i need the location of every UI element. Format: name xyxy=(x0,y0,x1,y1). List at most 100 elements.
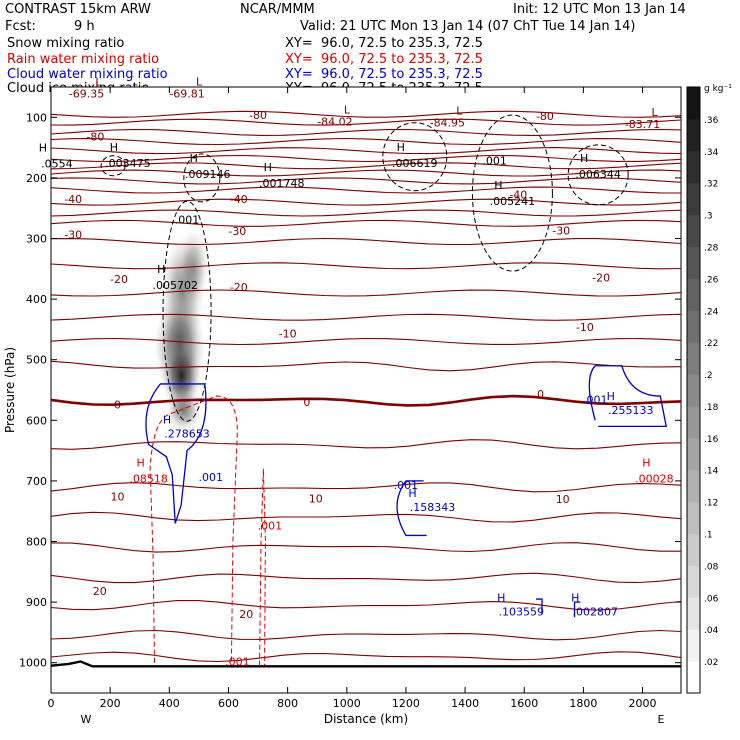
x-tick-label: 0 xyxy=(48,697,55,710)
field-cloudwater-name: Cloud water mixing ratio xyxy=(7,67,168,82)
x-tick-label: 1800 xyxy=(569,697,597,710)
temperature-contour xyxy=(51,154,681,163)
model-title: CONTRAST 15km ARW xyxy=(5,2,151,17)
colorbar-swatch xyxy=(687,437,700,471)
y-tick-label: 1000 xyxy=(19,657,47,670)
colorbar-tick-label: .02 xyxy=(704,658,718,668)
temperature-contour xyxy=(51,198,681,206)
high-marker: H xyxy=(397,141,405,154)
cloud-ice-maximum-label: .005702 xyxy=(152,279,198,292)
high-marker: H xyxy=(163,413,171,426)
rain-contour-label: .001 xyxy=(258,519,283,532)
colorbar-swatch xyxy=(687,597,700,630)
colorbar-tick-label: .08 xyxy=(704,562,719,572)
temperature-minimum-label: -84.02 xyxy=(317,115,352,128)
y-tick-label: 400 xyxy=(26,293,47,306)
forecast-label: Fcst: xyxy=(5,19,36,34)
colorbar-tick-label: .16 xyxy=(704,435,719,445)
high-marker: H xyxy=(494,179,502,192)
colorbar-swatch xyxy=(687,469,700,503)
temperature-label: -30 xyxy=(552,225,570,238)
temperature-contour xyxy=(51,511,681,523)
colorbar-swatch xyxy=(687,182,700,216)
forecast-hour: 9 h xyxy=(74,19,95,34)
rain-maximum-label: .00028 xyxy=(635,473,674,486)
temperature-label: -40 xyxy=(509,188,527,201)
y-tick-label: 100 xyxy=(26,111,47,124)
cloud-water-maximum-label: .002807 xyxy=(572,605,618,618)
temperature-contour xyxy=(51,262,681,270)
temperature-label: -10 xyxy=(576,321,594,334)
low-marker: L xyxy=(196,75,203,88)
y-tick-label: 700 xyxy=(26,475,47,488)
low-marker: L xyxy=(651,106,658,119)
colorbar-swatch xyxy=(687,118,700,152)
high-marker: H xyxy=(39,142,47,155)
cloud-ice-maximum-label: .009146 xyxy=(185,168,231,181)
temperature-contour xyxy=(51,177,681,185)
colorbar-tick-label: .12 xyxy=(704,499,718,509)
rain-contour xyxy=(259,468,266,666)
temperature-contour xyxy=(51,542,681,553)
cloud-ice-contour xyxy=(100,155,126,177)
temperature-label: -10 xyxy=(279,328,297,341)
colorbar-tick-label: .28 xyxy=(704,243,719,253)
temperature-label: 10 xyxy=(111,491,125,504)
high-marker: H xyxy=(607,390,615,403)
temperature-contour xyxy=(51,629,681,641)
cloud-ice-contour-label: .001 xyxy=(482,155,507,168)
temperature-label: -30 xyxy=(64,228,82,241)
cloud-water-contour-label: .001 xyxy=(583,393,608,406)
colorbar-swatch xyxy=(687,150,700,184)
high-marker: H xyxy=(580,152,588,165)
x-tick-label: 200 xyxy=(100,697,121,710)
colorbar-swatch xyxy=(687,501,700,535)
colorbar-tick-label: .1 xyxy=(704,531,713,541)
field-snow-name: Snow mixing ratio xyxy=(7,36,125,51)
temperature-contour xyxy=(51,600,681,611)
org-label: NCAR/MMM xyxy=(240,2,315,17)
temperature-contour xyxy=(51,289,681,297)
colorbar-tick-label: .24 xyxy=(704,307,719,317)
colorbar-tick-label: .22 xyxy=(704,339,718,349)
colorbar-swatch xyxy=(687,278,700,311)
cloud-water-contour xyxy=(588,365,668,428)
high-marker: H xyxy=(264,161,272,174)
x-tick-label: 1000 xyxy=(333,697,361,710)
temperature-contour xyxy=(51,110,681,118)
colorbar-tick-label: .14 xyxy=(704,467,719,477)
cloud-water-contour xyxy=(536,598,543,615)
rain-maximum-label: .08518 xyxy=(129,473,168,486)
temperature-label: 0 xyxy=(114,399,121,412)
high-marker: H xyxy=(157,263,165,276)
cloud-ice-contour xyxy=(162,200,212,422)
colorbar-tick-label: .18 xyxy=(704,403,719,413)
temperature-label: -80 xyxy=(249,109,267,122)
temperature-label: -80 xyxy=(86,131,104,144)
y-tick-label: 900 xyxy=(26,596,47,609)
colorbar-unit: g kg⁻¹ xyxy=(704,84,732,94)
colorbar-swatch xyxy=(687,405,700,439)
colorbar-swatch xyxy=(687,661,700,694)
init-time: Init: 12 UTC Mon 13 Jan 14 xyxy=(513,2,686,17)
colorbar-swatch xyxy=(687,246,700,279)
high-marker: H xyxy=(408,487,416,500)
temperature-label: 20 xyxy=(239,608,253,621)
cloud-water-contour xyxy=(145,383,207,524)
cloud-ice-maximum-label: .003475 xyxy=(105,157,151,170)
temperature-contour xyxy=(51,337,681,346)
colorbar-tick-label: .06 xyxy=(704,594,719,604)
temperature-contour xyxy=(51,186,681,194)
cloud-ice-maximum-label: .001748 xyxy=(259,177,305,190)
temperature-contour xyxy=(51,162,681,170)
temperature-label: -40 xyxy=(230,193,248,206)
x-tick-label: 600 xyxy=(218,697,239,710)
snow-blob xyxy=(165,386,202,431)
cloud-ice-maximum-label: .005241 xyxy=(490,195,536,208)
x-tick-label: 1200 xyxy=(392,697,420,710)
temperature-label: -30 xyxy=(228,225,246,238)
low-marker: L xyxy=(95,75,102,88)
cloud-water-maximum-label: .278653 xyxy=(164,427,210,440)
cloud-ice-contour xyxy=(471,114,553,272)
